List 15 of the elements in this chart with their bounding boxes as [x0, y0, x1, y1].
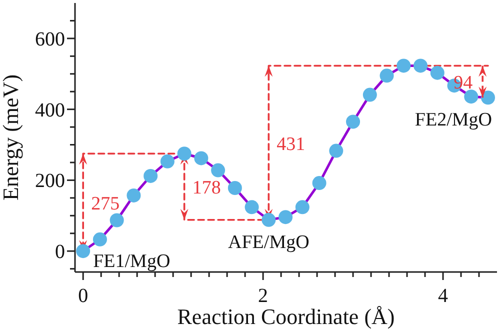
y-tick-label: 0: [55, 241, 65, 264]
y-tick-label: 400: [35, 99, 65, 122]
y-axis-title: Energy (meV): [0, 74, 23, 201]
x-tick-label: 2: [258, 285, 268, 307]
annotation: AFE/MgO: [228, 232, 310, 253]
annotation: FE2/MgO: [414, 110, 492, 131]
x-tick-label: 0: [78, 285, 88, 307]
x-tick-label: 4: [438, 285, 448, 307]
y-tick-label: 200: [35, 170, 65, 192]
x-axis-title: Reaction Coordinate (Å): [177, 304, 395, 329]
annotation: 178: [192, 178, 221, 199]
y-tick-label: 600: [35, 28, 65, 50]
annotation: 431: [276, 134, 306, 155]
annotation: 275: [91, 194, 120, 215]
annotation: FE1/MgO: [93, 251, 170, 272]
